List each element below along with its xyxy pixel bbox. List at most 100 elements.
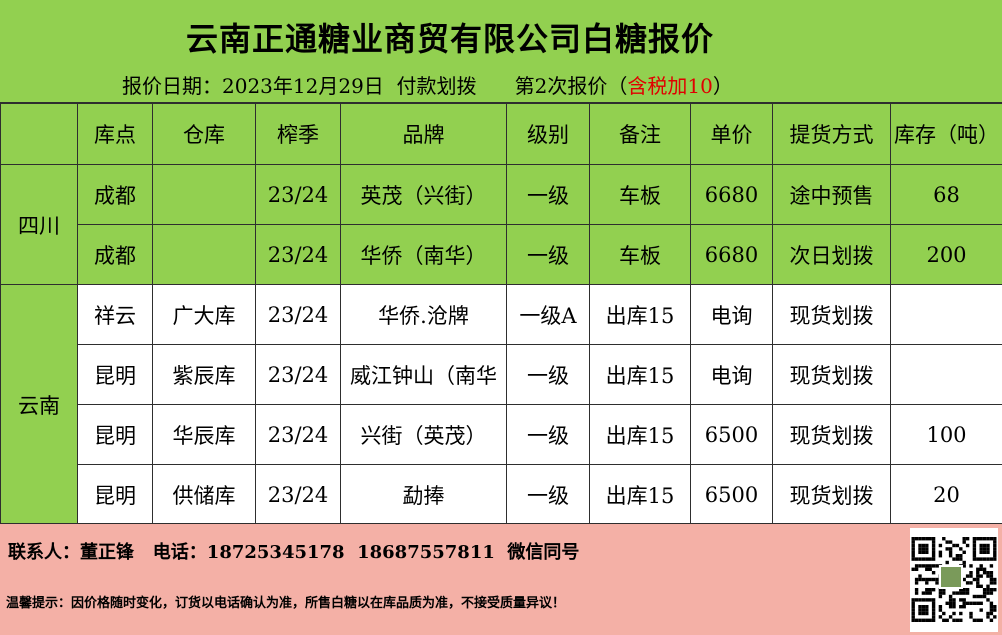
qr-module [938,543,943,548]
qr-module [948,550,953,554]
qr-module [989,601,994,605]
qr-module [959,547,963,551]
qr-module [925,581,929,585]
qr-module [911,608,915,612]
qr-module [931,577,936,582]
qr-module [918,608,922,612]
qr-module [911,567,915,571]
qr-module [982,537,987,541]
season-cell: 23/24 [255,284,341,345]
table-row: 昆明 供储库 23/24 勐捧 一级 出库15 6500 现货划拨 20 [1,464,1002,525]
note-cell: 出库15 [589,344,691,405]
qr-module [989,571,994,575]
qr-module [982,547,987,551]
qr-module [959,618,963,622]
qr-module [931,588,936,592]
season-cell: 23/24 [255,164,341,225]
wechat-qr-icon [910,528,998,632]
delivery-cell: 途中预售 [772,164,891,225]
location-cell: 祥云 [77,284,153,345]
qr-module [962,560,966,565]
qr-module [911,557,915,561]
qr-module [948,605,953,609]
qr-module [918,605,922,609]
qr-module [955,554,960,558]
qr-module [925,550,929,554]
qr-module [962,540,966,544]
qr-module [921,577,926,582]
qr-module [935,564,939,568]
qr-module [986,547,990,551]
warehouse-cell: 华辰库 [152,404,256,465]
brand-cell: 英茂（兴街） [340,164,507,225]
qr-module [982,550,987,554]
qr-module [986,557,990,561]
delivery-cell: 现货划拨 [772,284,891,345]
qr-module [989,611,994,616]
table-row: 成都 23/24 华侨（南华） 一级 车板 6680 次日划拨 200 [1,224,1002,285]
qr-module [911,605,915,609]
qr-module [965,591,970,595]
grade-cell: 一级 [506,464,590,525]
qr-module [969,611,973,616]
delivery-cell: 现货划拨 [772,464,891,525]
qr-module [979,550,983,554]
header-cell: 库存（吨） [890,103,1002,165]
qr-module [942,588,946,592]
qr-module [925,557,929,561]
qr-module [959,605,963,609]
note-cell: 车板 [589,224,691,285]
qr-module [911,601,915,605]
warehouse-cell: 供储库 [152,464,256,525]
qr-module [928,564,932,568]
qr-module [921,608,926,612]
qr-module [948,594,953,599]
qr-module [911,540,915,544]
qr-module [972,577,977,582]
price-cell: 6500 [690,404,773,465]
qr-module [945,618,949,622]
qr-module [982,571,987,575]
qr-module [959,588,963,592]
page-title: 云南正通糖业商贸有限公司白糖报价 [185,20,714,58]
qr-module [925,611,929,616]
qr-module [962,598,966,602]
table-header-row: 库点 仓库 榨季 品牌 级别 备注 单价 提货方式 库存（吨） [0,103,1002,165]
qr-module [989,564,994,568]
qr-module [918,557,922,561]
qr-module [969,574,973,578]
qr-module [931,601,936,605]
qr-module [955,557,960,561]
qr-module [938,608,943,612]
qr-module [952,591,956,595]
qr-module [921,611,926,616]
note-cell: 车板 [589,164,691,225]
header-cell [0,103,78,165]
qr-module [965,581,970,585]
qr-module [918,537,922,541]
qr-module [979,537,983,541]
qr-module [948,601,953,605]
qr-module [955,543,960,548]
qr-module [952,543,956,548]
qr-module [931,608,936,612]
brand-cell: 华侨.沧牌 [340,284,507,345]
delivery-cell: 次日划拨 [772,224,891,285]
qr-module [925,605,929,609]
table-row: 云南 祥云 广大库 23/24 华侨.沧牌 一级A 出库15 电询 现货划拨 [0,284,1002,525]
table-row: 昆明 华辰库 23/24 兴街（英茂） 一级 出库15 6500 现货划拨 10… [1,404,1002,465]
qr-module [918,611,922,616]
qr-module [948,540,953,544]
region-cell: 四川 [0,164,78,285]
qr-module [993,608,997,612]
qr-module [928,588,932,592]
qr-module [911,598,915,602]
qr-module [952,618,956,622]
qr-module [955,591,960,595]
qr-module [989,605,994,609]
qr-module [928,598,932,602]
header-cell: 级别 [506,103,590,165]
note-cell: 出库15 [589,404,691,465]
qr-module [931,598,936,602]
qr-module [952,605,956,609]
